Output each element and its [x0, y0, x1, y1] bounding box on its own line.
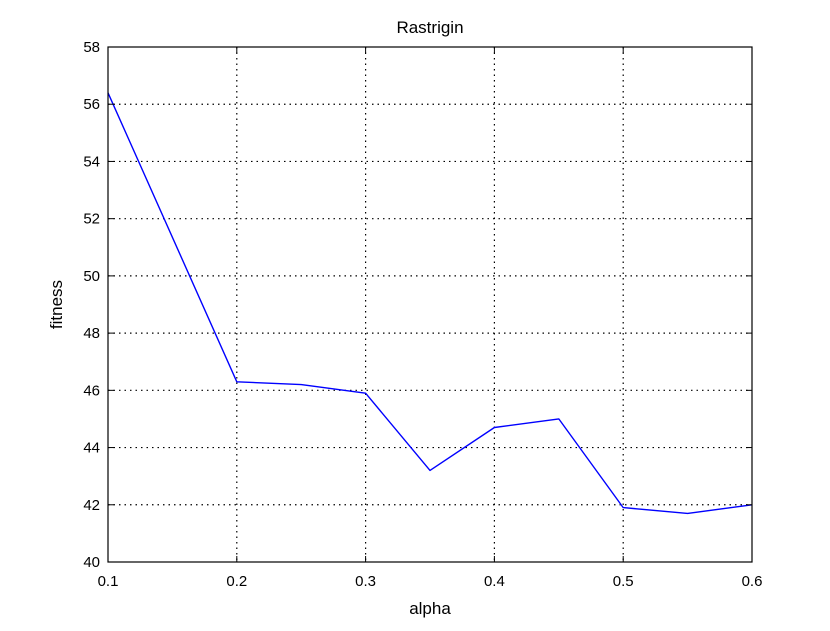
plot-area-frame	[107, 46, 753, 563]
tick-marks	[107, 46, 753, 563]
x-tick-label: 0.3	[355, 573, 376, 590]
y-axis-label: fitness	[47, 280, 66, 329]
x-tick-label: 0.5	[613, 573, 634, 590]
grid-lines	[108, 47, 752, 562]
x-tick-label: 0.2	[226, 573, 247, 590]
y-tick-label: 44	[83, 440, 100, 457]
chart-title: Rastrigin	[396, 18, 463, 37]
x-tick-label: 0.6	[742, 573, 763, 590]
y-tick-label: 48	[83, 325, 100, 342]
y-tick-label: 58	[83, 39, 100, 56]
x-axis-label: alpha	[409, 599, 451, 618]
y-tick-label: 50	[83, 268, 100, 285]
x-tick-label: 0.1	[98, 573, 119, 590]
y-tick-label: 52	[83, 211, 100, 228]
y-tick-label: 40	[83, 554, 100, 571]
y-tick-label: 42	[83, 497, 100, 514]
y-tick-label: 54	[83, 153, 100, 170]
series-layer	[107, 92, 753, 515]
series-line	[107, 92, 753, 515]
y-tick-label: 46	[83, 382, 100, 399]
y-tick-label: 56	[83, 96, 100, 113]
x-tick-label: 0.4	[484, 573, 505, 590]
